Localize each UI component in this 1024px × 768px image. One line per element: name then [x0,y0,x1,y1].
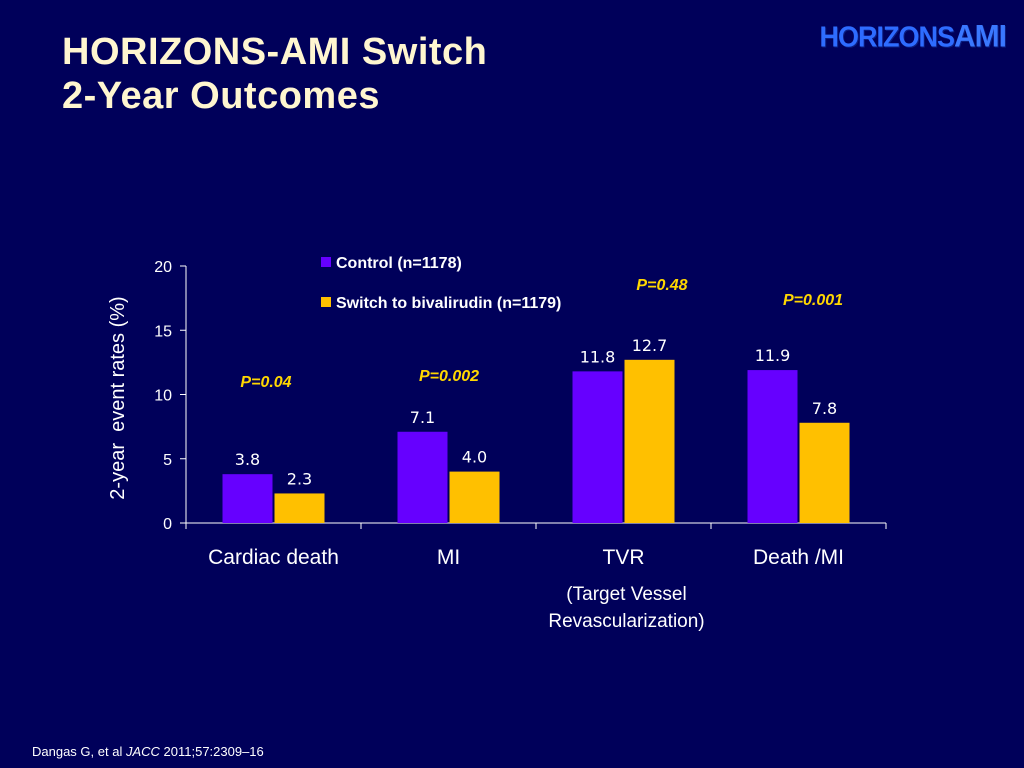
p-value-annotation: P=0.002 [419,368,479,385]
bar [799,422,850,523]
bar-data-label: 2.3 [287,469,312,488]
x-tick-sublabel: (Target Vessel [566,584,686,605]
x-tick-label: Cardiac death [208,546,339,569]
bar-data-label: 3.8 [235,450,260,469]
bar-data-label: 4.0 [462,448,487,467]
bar [449,471,500,523]
y-tick-label: 10 [154,388,172,405]
bar [624,359,675,523]
citation-prefix: Dangas G, et al [32,744,126,759]
y-axis-label: 2-year event rates (%) [107,296,129,499]
y-tick-label: 15 [154,323,172,340]
p-value-annotation: P=0.001 [783,292,843,309]
bar [572,371,623,523]
citation-journal: JACC [125,744,160,759]
p-value-annotation: P=0.48 [636,277,687,294]
bar-data-label: 7.8 [812,399,837,418]
y-tick-label: 0 [163,516,172,533]
bar-data-label: 11.8 [580,347,616,366]
legend-swatch [321,257,331,267]
bar [222,474,273,523]
x-tick-label: Death /MI [753,546,844,569]
bar-data-label: 7.1 [410,408,435,427]
legend-swatch [321,297,331,307]
legend-label: Switch to bivalirudin (n=1179) [336,295,561,312]
citation-suffix: 2011;57:2309–16 [159,744,264,759]
title-line-1: HORIZONS-AMI Switch [62,31,488,73]
legend-label: Control (n=1178) [336,255,462,272]
bar-data-label: 12.7 [632,336,668,355]
title-line-2: 2-Year Outcomes [62,75,380,117]
citation: Dangas G, et al JACC 2011;57:2309–16 [32,744,264,759]
slide-title: HORIZONS-AMI Switch 2-Year Outcomes [62,30,487,118]
bar-data-label: 11.9 [755,346,791,365]
bar [747,370,798,523]
y-tick-label: 5 [163,452,172,469]
x-tick-label: MI [437,546,460,569]
x-tick-label: TVR [603,546,645,569]
x-tick-sublabel: Revascularization) [548,611,704,632]
bar [274,493,325,523]
bar [397,431,448,523]
y-tick-label: 20 [154,259,172,276]
logo-text-main: HORIZONS [819,21,955,53]
logo-text-accent: AMI [954,19,1007,54]
p-value-annotation: P=0.04 [240,374,291,391]
horizons-ami-logo: HORIZONSAMI [819,19,1007,55]
